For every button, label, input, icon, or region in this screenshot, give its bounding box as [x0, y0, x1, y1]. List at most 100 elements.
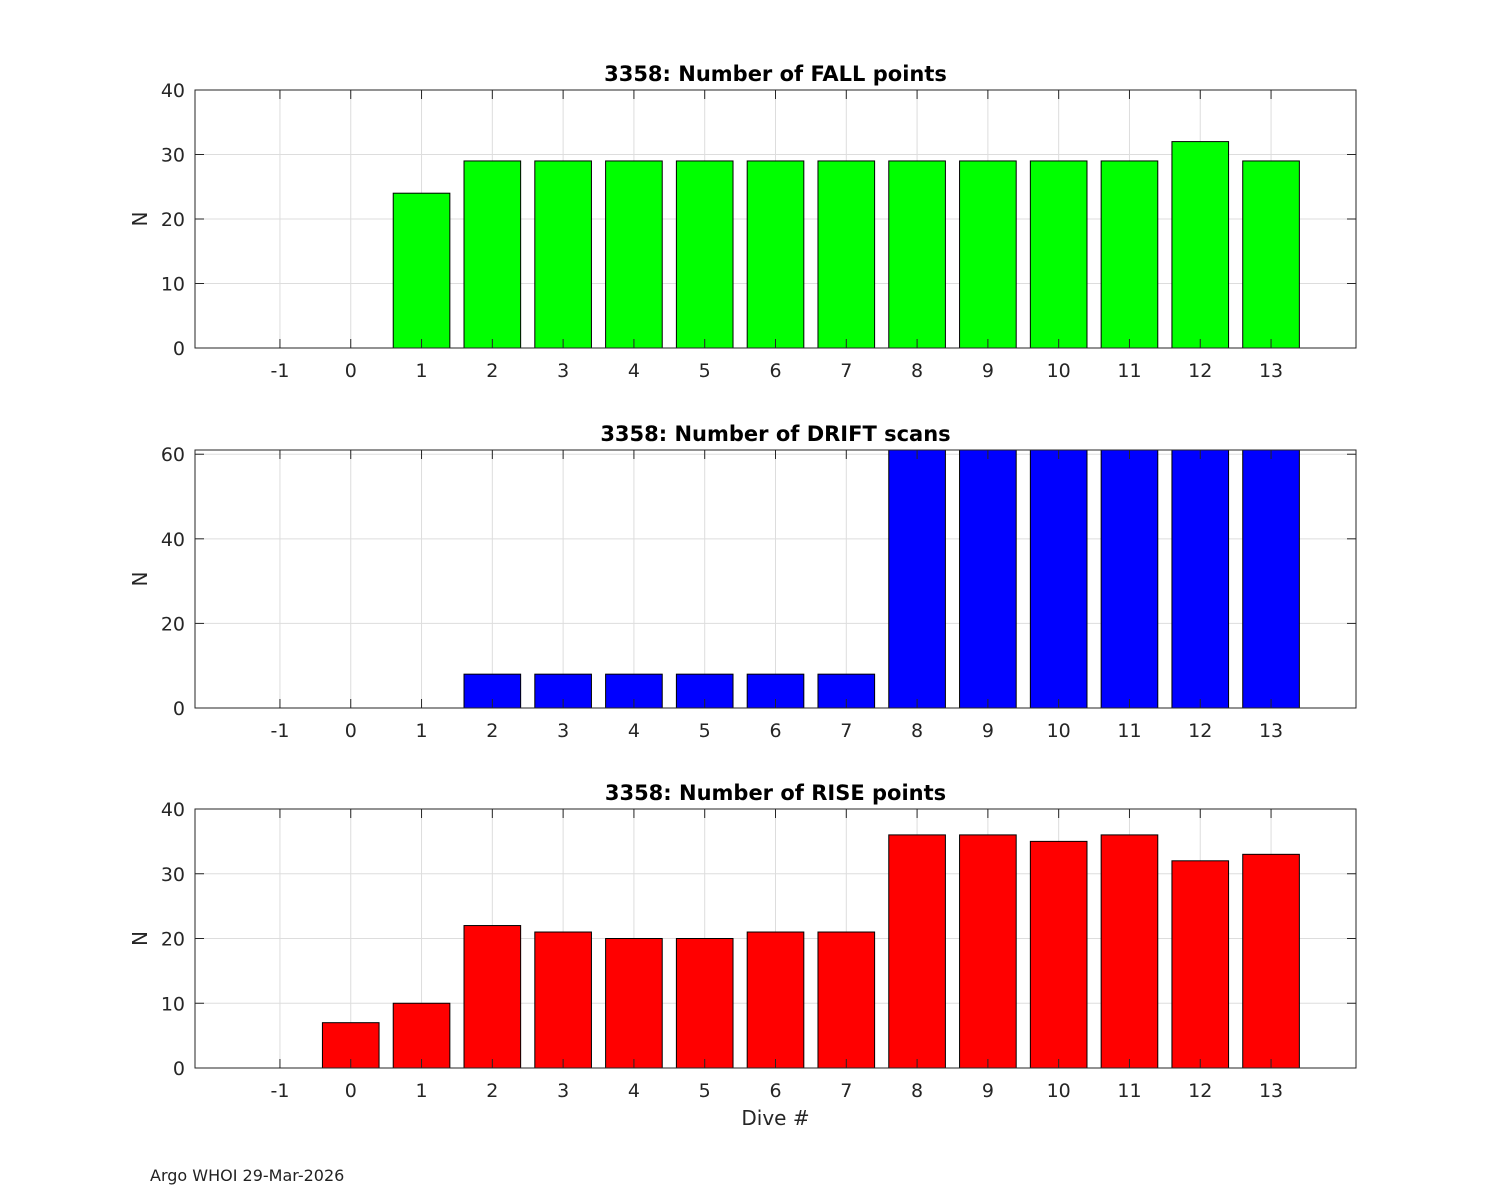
bar-dive-5 [675, 160, 734, 349]
x-tick-label: 9 [982, 360, 994, 382]
x-tick-label: 11 [1117, 360, 1141, 382]
y-axis-label: N [128, 212, 152, 227]
bar-dive-7 [817, 673, 876, 709]
bar-dive-11 [1100, 160, 1159, 349]
x-axis-label: Dive # [741, 1106, 809, 1130]
bar-dive-9 [959, 449, 1017, 709]
x-tick-label: 12 [1188, 720, 1212, 742]
y-tick-label: 30 [161, 145, 185, 167]
y-tick-label: 20 [161, 929, 185, 951]
bar-dive-10 [1029, 449, 1088, 709]
x-tick-label: 4 [628, 720, 640, 742]
y-tick-label: 40 [161, 799, 185, 821]
bar-dive-1 [392, 1002, 451, 1069]
x-tick-label: 10 [1047, 360, 1071, 382]
x-tick-label: 0 [345, 360, 357, 382]
x-tick-label: 6 [769, 720, 781, 742]
bar-dive-5 [675, 938, 734, 1069]
bar-dive-10 [1029, 160, 1088, 349]
bar-dive-3 [534, 160, 592, 349]
x-tick-label: 4 [628, 360, 640, 382]
x-tick-label: 5 [699, 360, 711, 382]
y-tick-label: 10 [161, 274, 185, 296]
x-tick-label: 1 [415, 1080, 427, 1102]
x-tick-label: 3 [557, 1080, 569, 1102]
x-tick-label: 10 [1047, 1080, 1071, 1102]
bar-dive-4 [605, 938, 663, 1069]
x-tick-label: -1 [270, 360, 289, 382]
y-tick-label: 0 [173, 698, 185, 720]
x-tick-label: 4 [628, 1080, 640, 1102]
x-tick-label: 6 [769, 360, 781, 382]
y-tick-label: 20 [161, 209, 185, 231]
bar-dive-11 [1100, 834, 1159, 1069]
x-tick-label: 5 [699, 1080, 711, 1102]
bar-dive-11 [1100, 449, 1159, 709]
y-tick-label: 40 [161, 80, 185, 102]
x-tick-label: 6 [769, 1080, 781, 1102]
bar-dive-8 [888, 834, 946, 1069]
x-tick-label: 3 [557, 360, 569, 382]
x-tick-label: -1 [270, 1080, 289, 1102]
x-tick-label: 1 [415, 360, 427, 382]
x-tick-label: 11 [1117, 1080, 1141, 1102]
bar-dive-6 [746, 931, 805, 1069]
chart-title: 3358: Number of RISE points [605, 781, 946, 805]
bar-dive-10 [1029, 840, 1088, 1069]
bar-dive-1 [392, 192, 451, 349]
chart-title: 3358: Number of DRIFT scans [600, 422, 950, 446]
x-tick-label: 2 [486, 1080, 498, 1102]
bar-dive-2 [463, 925, 522, 1069]
bar-dive-8 [888, 160, 946, 349]
bar-dive-3 [534, 931, 592, 1069]
y-axis-label: N [128, 931, 152, 946]
bar-dive-9 [959, 834, 1017, 1069]
y-tick-label: 60 [161, 444, 185, 466]
x-tick-label: 9 [982, 720, 994, 742]
bar-dive-6 [746, 160, 805, 349]
x-tick-label: 7 [840, 360, 852, 382]
x-tick-label: 8 [911, 1080, 923, 1102]
bar-dive-13 [1242, 160, 1300, 349]
x-tick-label: 2 [486, 720, 498, 742]
bar-dive-8 [888, 449, 946, 709]
bar-dive-7 [817, 931, 876, 1069]
bar-dive-12 [1171, 449, 1230, 709]
y-tick-label: 20 [161, 613, 185, 635]
x-tick-label: 13 [1259, 720, 1283, 742]
bar-dive-7 [817, 160, 876, 349]
x-tick-label: 1 [415, 720, 427, 742]
x-tick-label: 13 [1259, 1080, 1283, 1102]
bar-dive-12 [1171, 860, 1230, 1069]
y-tick-label: 30 [161, 864, 185, 886]
y-tick-label: 0 [173, 1058, 185, 1080]
bar-dive-12 [1171, 141, 1230, 349]
bar-dive-4 [605, 160, 663, 349]
bar-dive-13 [1242, 853, 1300, 1069]
x-tick-label: 9 [982, 1080, 994, 1102]
y-tick-label: 40 [161, 529, 185, 551]
x-tick-label: 5 [699, 720, 711, 742]
x-tick-label: 0 [345, 720, 357, 742]
x-tick-label: 13 [1259, 360, 1283, 382]
x-tick-label: 8 [911, 360, 923, 382]
bar-dive-2 [463, 160, 522, 349]
x-tick-label: 12 [1188, 1080, 1212, 1102]
x-tick-label: 12 [1188, 360, 1212, 382]
bar-dive-13 [1242, 449, 1300, 709]
x-tick-label: 10 [1047, 720, 1071, 742]
chart-title: 3358: Number of FALL points [604, 62, 947, 86]
y-axis-label: N [128, 572, 152, 587]
y-tick-label: 10 [161, 993, 185, 1015]
x-tick-label: 2 [486, 360, 498, 382]
x-tick-label: 7 [840, 720, 852, 742]
footer-text: Argo WHOI 29-Mar-2026 [150, 1166, 345, 1185]
x-tick-label: 7 [840, 1080, 852, 1102]
x-tick-label: -1 [270, 720, 289, 742]
x-tick-label: 3 [557, 720, 569, 742]
x-tick-label: 0 [345, 1080, 357, 1102]
